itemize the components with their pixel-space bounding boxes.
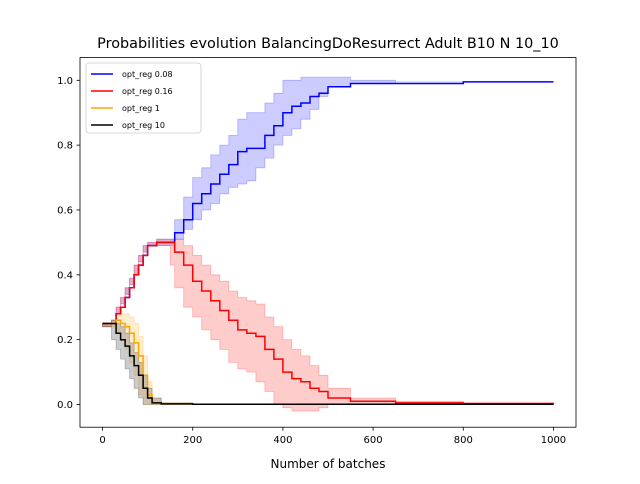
- x-tick-label: 0: [99, 435, 105, 446]
- legend-label-0: opt_reg 0.08: [122, 70, 173, 79]
- x-tick-label: 200: [183, 435, 202, 446]
- x-tick-label: 600: [364, 435, 383, 446]
- y-tick-label: 0.2: [57, 335, 73, 346]
- y-tick-label: 0.6: [57, 205, 73, 216]
- x-tick-label: 1000: [541, 435, 566, 446]
- legend: opt_reg 0.08 opt_reg 0.16 opt_reg 1 opt_reg…: [85, 62, 202, 134]
- series-line-1: [102, 241, 555, 405]
- legend-box: [85, 62, 202, 134]
- y-tick-label: 0.0: [57, 400, 73, 411]
- legend-label-3: opt_reg 10: [122, 121, 165, 130]
- x-tick-label: 400: [273, 435, 292, 446]
- y-axis-ticks: 0.0 0.2 0.4 0.6 0.8 1.0: [57, 76, 80, 411]
- series-lines: [102, 81, 555, 405]
- y-tick-label: 0.4: [57, 270, 73, 281]
- chart-title: Probabilities evolution BalancingDoResur…: [97, 36, 559, 52]
- x-axis-ticks: 0 200 400 600 800 1000: [99, 427, 566, 446]
- y-tick-label: 0.8: [57, 141, 73, 152]
- legend-label-1: opt_reg 0.16: [122, 87, 173, 96]
- plot-frame: [79, 57, 577, 428]
- series-band-0: [102, 76, 554, 328]
- x-tick-label: 800: [454, 435, 473, 446]
- y-tick-label: 1.0: [57, 76, 73, 87]
- legend-label-2: opt_reg 1: [122, 104, 160, 113]
- series-line-3: [102, 322, 554, 405]
- x-axis-label: Number of batches: [271, 457, 386, 471]
- legend-items: opt_reg 0.08 opt_reg 0.16 opt_reg 1 opt_reg…: [91, 70, 173, 130]
